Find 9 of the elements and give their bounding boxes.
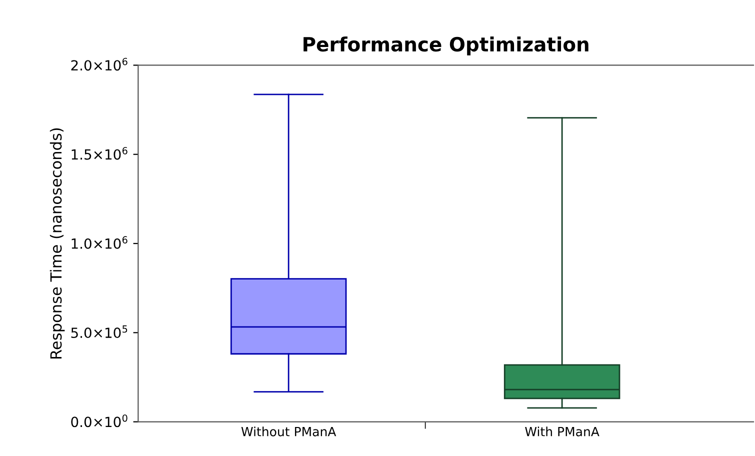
y-tick-label: 2.0×10$^{6}$: [71, 58, 128, 71]
y-tick-label: 0.0×10$^{0}$: [71, 414, 128, 428]
y-tick-label: 1.5×10$^{6}$: [72, 146, 128, 160]
y-tick-label: 5.0×10$^{5}$: [71, 325, 128, 338]
y-axis-title: Response Time (nanoseconds): [50, 128, 65, 358]
chart-title: Performance Optimization: [304, 36, 588, 56]
x-tick-label: With PManA: [525, 426, 600, 436]
x-tick-label: Without PManA: [241, 426, 336, 436]
y-tick-label: 1.0×10$^{6}$: [72, 236, 128, 249]
